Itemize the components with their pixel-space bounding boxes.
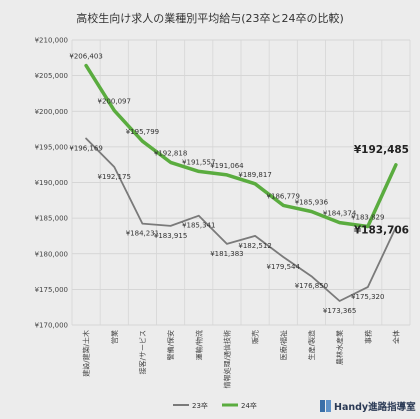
data-label: ¥191,064 [210,162,244,170]
book-icon [320,400,331,412]
data-label-emphasis: ¥183,706 [354,224,409,236]
y-tick-label: ¥190,000 [35,179,68,187]
data-point [226,243,228,245]
data-point [141,140,144,142]
data-label: ¥173,365 [323,307,356,315]
data-label: ¥192,818 [154,149,187,157]
x-tick-label: 医療/福祉 [279,330,288,360]
y-tick-label: ¥210,000 [35,37,68,45]
data-label: ¥183,915 [154,232,187,240]
data-point [395,164,397,166]
data-label: ¥196,169 [69,145,102,153]
data-label: ¥186,779 [267,192,300,200]
data-point [113,166,115,168]
data-label: ¥185,341 [182,222,215,230]
y-tick-label: ¥185,000 [35,215,68,223]
data-point [254,183,256,185]
data-point [85,65,87,67]
data-label-emphasis: ¥192,485 [354,144,409,156]
y-tick-label: ¥170,000 [35,322,68,330]
series-line-23 [85,137,397,302]
data-label: ¥192,175 [98,173,131,181]
data-label: ¥189,817 [238,171,271,179]
x-tick-label: 農林水産業 [335,330,344,365]
x-tick-label: 情報処理/通信技術 [222,330,231,388]
data-point [169,161,172,164]
x-tick-label: 生産/製造 [307,330,316,360]
series-lines [84,63,398,302]
x-tick-label: 事務 [363,330,372,344]
data-label: ¥185,936 [295,198,329,206]
x-tick-label: 販売 [251,330,260,344]
y-tick-label: ¥205,000 [35,72,68,80]
data-point [367,286,369,288]
brand-name: Handy進路指導室 [334,401,416,413]
data-point [282,204,284,207]
x-tick-label: 建設/建築/土木 [82,330,91,377]
x-tick-label: 運輸/物流 [194,330,203,360]
data-point [254,235,256,237]
data-label: ¥183,829 [351,213,384,221]
data-point [169,225,172,227]
legend-label-23: 23卒 [192,401,208,410]
data-point [198,215,200,217]
data-point [141,223,144,225]
data-point [198,170,200,173]
legend-label-24: 24卒 [241,401,257,410]
y-tick-label: ¥175,000 [35,286,68,294]
x-tick-label: 接客/サービス [138,330,147,374]
data-label: ¥191,557 [182,158,215,166]
data-label: ¥176,850 [295,282,328,290]
x-tick-label: 営業 [110,330,119,344]
data-point [310,210,313,213]
data-label: ¥181,383 [210,250,243,258]
data-point [85,137,87,140]
legend: 23卒 24卒 [173,401,257,410]
x-tick-label: 警備/保安 [166,330,175,360]
x-axis-ticks: 建設/建築/土木 営業 接客/サービス 警備/保安 運輸/物流 情報処理/通信技術 販売 医療… [82,330,401,388]
data-labels: ¥196,169 ¥192,175 ¥184,231¥183,915 ¥185,341… [69,53,409,315]
y-tick-label: ¥200,000 [35,108,68,116]
data-label: ¥206,403 [69,53,102,61]
data-label: ¥184,374 [323,210,357,218]
data-label: ¥175,320 [351,293,384,301]
brand-logo: Handy進路指導室 [320,400,416,413]
data-label: ¥179,544 [267,263,301,271]
data-point [338,221,341,224]
data-point [113,109,115,112]
data-point [338,300,341,302]
data-point [395,226,397,228]
data-point [310,275,313,277]
data-label: ¥200,097 [98,98,131,106]
data-point [367,225,369,228]
data-label: ¥182,512 [238,242,271,250]
chart-title: 高校生向け求人の業種別平均給与(23卒と24卒の比較) [76,11,344,25]
data-label: ¥195,799 [126,128,159,136]
y-axis-ticks: ¥170,000 ¥175,000 ¥180,000 ¥185,000 ¥190,000… [35,37,68,330]
data-label: ¥184,231 [126,230,159,238]
x-tick-label: 全体 [391,330,400,344]
data-point [226,174,228,176]
y-tick-label: ¥195,000 [35,143,68,151]
data-point [282,256,284,258]
series-line-24 [84,63,398,229]
y-tick-label: ¥180,000 [35,250,68,258]
